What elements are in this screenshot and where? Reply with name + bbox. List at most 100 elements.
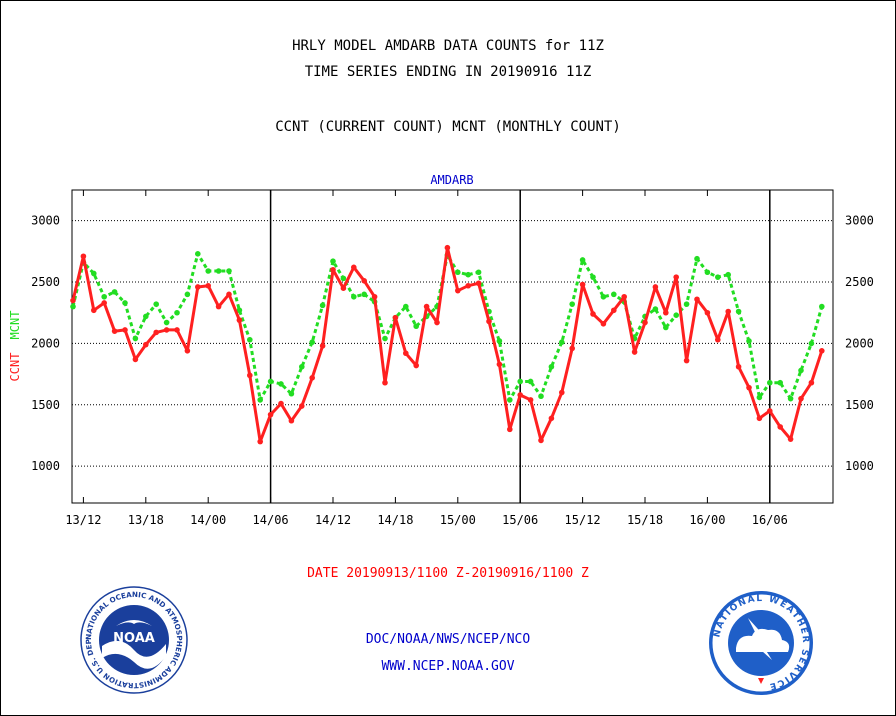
point-mcnt-67 [767,379,773,386]
chart-title-line2: TIME SERIES ENDING IN 20190916 11Z [304,64,592,80]
x-tick-label-14-00: 14/00 [190,513,226,527]
point-mcnt-23 [309,339,316,346]
point-mcnt-47 [559,339,565,346]
point-mcnt-68 [777,379,783,386]
noaa-logo: NATIONAL OCEANIC AND ATMOSPHERIC ADMINIS… [80,586,188,694]
point-mcnt-63 [725,271,731,278]
y-axis-label-mcnt: MCNT [8,311,22,340]
noaa-center-text: NOAA [113,631,155,646]
y-tick-right-1500: 1500 [845,398,874,412]
point-mcnt-42 [507,397,513,403]
point-mcnt-10 [174,309,180,316]
point-mcnt-69 [787,395,794,402]
x-tick-label-14-06: 14/06 [253,513,289,527]
point-mcnt-20 [278,381,284,387]
point-mcnt-28 [361,291,368,298]
point-ccnt-22 [299,403,305,409]
point-ccnt-31 [392,314,399,321]
point-ccnt-2 [91,307,97,314]
point-ccnt-1 [80,253,87,260]
point-mcnt-41 [496,338,503,344]
point-mcnt-7 [143,313,149,320]
y-tick-labels-left: 1000 1500 2000 2500 3000 [31,214,60,473]
point-mcnt-38 [465,271,472,278]
point-ccnt-68 [777,424,783,430]
point-ccnt-15 [226,291,232,298]
chart-title-line1: HRLY MODEL AMDARB DATA COUNTS for 11Z [292,38,604,54]
x-tick-label-15-06: 15/06 [502,513,538,527]
series-layer [70,244,825,445]
point-mcnt-3 [101,293,107,300]
point-ccnt-67 [767,408,773,414]
point-mcnt-58 [673,312,679,319]
point-mcnt-22 [299,363,305,370]
point-ccnt-16 [236,317,243,323]
point-ccnt-5 [122,327,128,333]
point-mcnt-9 [163,319,170,326]
point-ccnt-19 [267,411,274,418]
org-label: DOC/NOAA/NWS/NCEP/NCO [365,632,531,647]
point-ccnt-49 [579,281,586,288]
point-mcnt-15 [226,268,232,274]
point-ccnt-13 [205,282,211,289]
point-mcnt-12 [195,251,201,257]
point-mcnt-33 [413,323,420,330]
point-mcnt-72 [819,303,825,310]
y-tick-left-3000: 3000 [31,214,60,228]
point-ccnt-50 [590,311,596,317]
point-mcnt-49 [579,257,586,263]
x-tick-label-15-00: 15/00 [440,513,476,527]
point-ccnt-29 [371,293,378,300]
y-tick-right-2500: 2500 [845,275,874,289]
x-tick-label-15-12: 15/12 [565,513,601,527]
y-tick-left-1500: 1500 [31,398,60,412]
point-mcnt-11 [184,291,191,298]
point-mcnt-62 [715,274,721,280]
point-ccnt-57 [663,309,669,316]
point-ccnt-56 [652,284,659,290]
point-mcnt-27 [351,293,357,300]
point-mcnt-21 [288,390,295,397]
point-ccnt-48 [569,345,575,352]
point-ccnt-69 [787,436,794,442]
x-tick-label-16-00: 16/00 [689,513,725,527]
point-ccnt-54 [631,349,638,355]
point-ccnt-47 [559,389,565,396]
point-ccnt-28 [361,278,368,284]
point-mcnt-5 [122,300,128,306]
grid-layer [72,220,833,467]
point-mcnt-37 [455,269,461,276]
y-tick-left-1000: 1000 [31,459,60,473]
point-mcnt-66 [756,394,763,401]
point-mcnt-61 [704,269,711,276]
point-ccnt-62 [715,336,721,343]
point-ccnt-20 [278,400,284,407]
point-ccnt-53 [621,293,627,300]
point-ccnt-30 [382,379,388,386]
point-ccnt-9 [163,327,170,333]
point-ccnt-61 [704,309,711,316]
url-label[interactable]: WWW.NCEP.NOAA.GOV [381,659,515,674]
point-mcnt-32 [403,303,409,310]
y-tick-left-2500: 2500 [31,275,60,289]
point-mcnt-70 [798,367,804,374]
point-mcnt-14 [215,268,222,274]
day-divider-layer [269,190,771,503]
y-tick-right-3000: 3000 [845,214,874,228]
date-range-label: DATE 20190913/1100 Z-20190916/1100 Z [307,566,589,581]
point-ccnt-18 [257,438,264,445]
point-mcnt-48 [569,301,575,307]
point-mcnt-60 [694,255,700,262]
point-mcnt-46 [548,363,555,370]
point-ccnt-36 [444,244,451,251]
x-tick-label-16-06: 16/06 [752,513,788,527]
x-tick-label-14-18: 14/18 [377,513,413,527]
x-tick-label-13-18: 13/18 [128,513,164,527]
point-ccnt-58 [673,274,679,280]
point-mcnt-64 [735,308,742,315]
point-ccnt-11 [184,347,191,354]
point-mcnt-25 [330,258,336,264]
point-ccnt-35 [434,319,440,326]
y-tick-labels-right: 1000 1500 2000 2500 3000 [845,214,874,473]
